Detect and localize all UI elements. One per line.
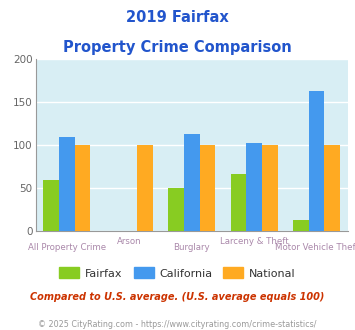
- Bar: [43, 180, 59, 231]
- Bar: [184, 134, 200, 231]
- Bar: [75, 145, 90, 231]
- Bar: [59, 137, 75, 231]
- Text: © 2025 CityRating.com - https://www.cityrating.com/crime-statistics/: © 2025 CityRating.com - https://www.city…: [38, 320, 317, 329]
- Bar: [262, 145, 278, 231]
- Text: Motor Vehicle Theft: Motor Vehicle Theft: [275, 243, 355, 252]
- Text: Compared to U.S. average. (U.S. average equals 100): Compared to U.S. average. (U.S. average …: [30, 292, 325, 302]
- Bar: [231, 174, 246, 231]
- Text: Property Crime Comparison: Property Crime Comparison: [63, 40, 292, 54]
- Bar: [293, 220, 309, 231]
- Text: Larceny & Theft: Larceny & Theft: [220, 237, 289, 246]
- Text: Arson: Arson: [117, 237, 142, 246]
- Text: Burglary: Burglary: [173, 243, 210, 252]
- Text: 2019 Fairfax: 2019 Fairfax: [126, 10, 229, 25]
- Bar: [137, 145, 153, 231]
- Bar: [324, 145, 340, 231]
- Bar: [200, 145, 215, 231]
- Bar: [168, 188, 184, 231]
- Bar: [309, 91, 324, 231]
- Text: All Property Crime: All Property Crime: [28, 243, 106, 252]
- Bar: [246, 143, 262, 231]
- Legend: Fairfax, California, National: Fairfax, California, National: [55, 263, 300, 283]
